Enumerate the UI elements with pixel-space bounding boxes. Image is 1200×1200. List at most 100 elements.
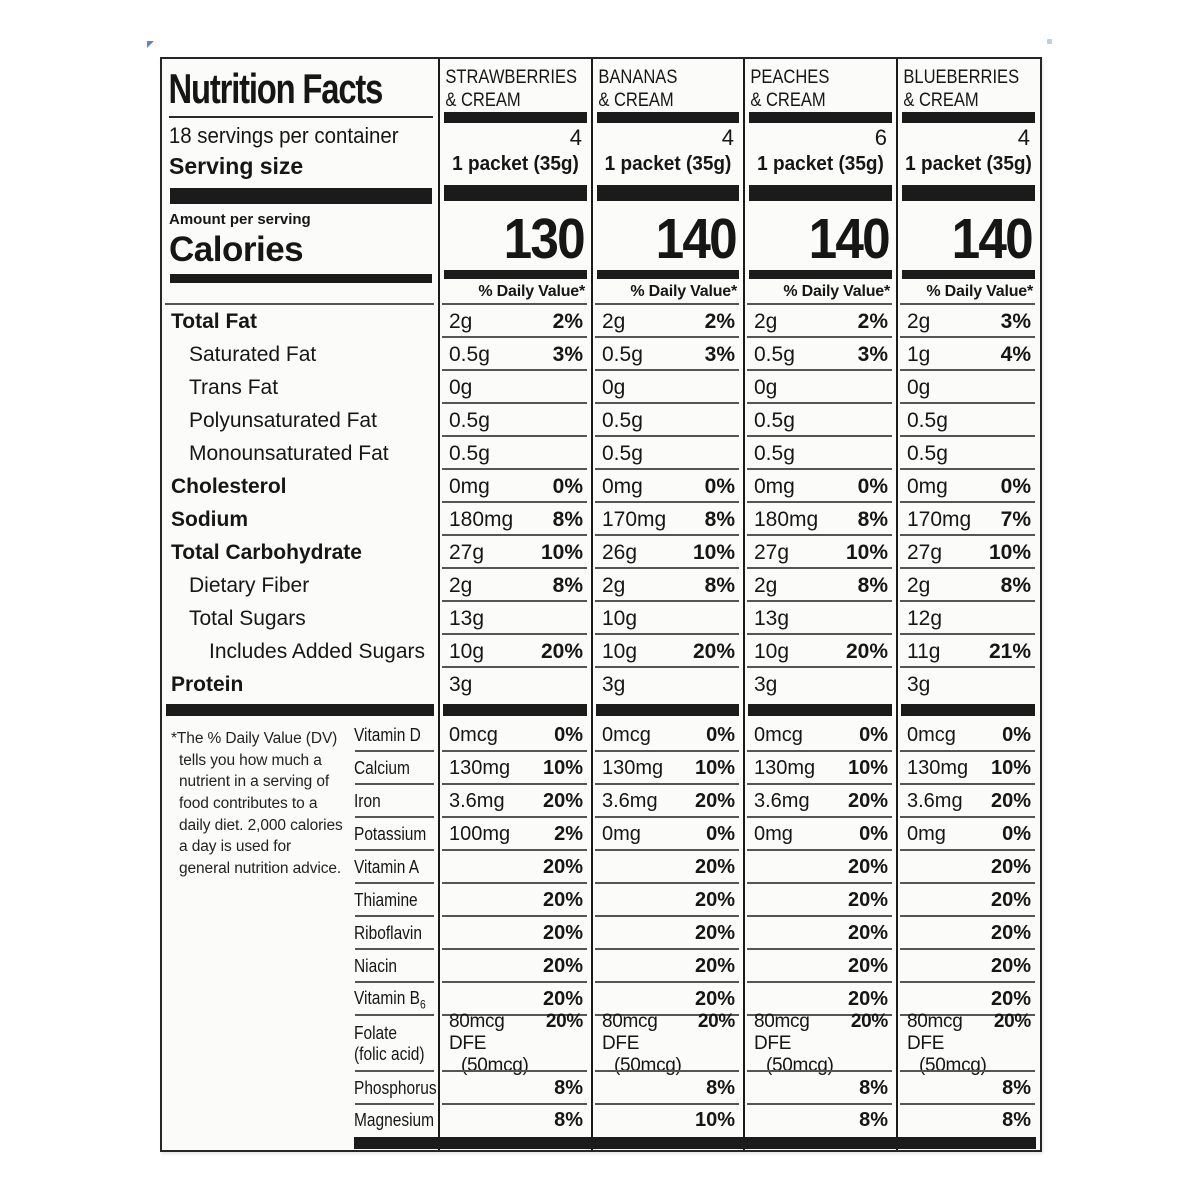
separator-bar [444, 185, 587, 201]
nutrient-value-cell: 3g [897, 668, 1040, 701]
micronutrient-name: Thiamine [354, 890, 418, 910]
hairline [747, 981, 892, 983]
micronutrient-label: Niacin [352, 950, 439, 983]
micronutrient-daily-value: 20% [990, 922, 1031, 944]
micronutrient-amount: 3.6mg [907, 790, 963, 812]
hairline [900, 402, 1035, 404]
nutrient-amount: 0.5g [907, 441, 948, 465]
hairline [442, 849, 587, 851]
hairline [442, 402, 587, 404]
column-divider [591, 59, 593, 1150]
micronutrient-daily-value: 20% [990, 955, 1031, 977]
nutrient-label: Total Fat [171, 309, 257, 333]
nutrient-daily-value: 8% [552, 507, 583, 531]
nutrient-value-cell: 0.5g [439, 437, 592, 470]
nutrient-daily-value: 8% [1000, 573, 1031, 597]
separator-bar [166, 704, 434, 716]
hairline [900, 435, 1035, 437]
hairline [747, 783, 892, 785]
separator-bar [596, 704, 739, 716]
hairline [747, 750, 892, 752]
hairline [747, 600, 892, 602]
hairline [747, 849, 892, 851]
nutrient-value-cell: 180mg 8% [439, 503, 592, 536]
micronutrient-amount: 0mcg [449, 724, 498, 746]
micronutrient-daily-value: 20% [694, 955, 735, 977]
hairline [900, 666, 1035, 668]
nutrient-daily-value: 2% [552, 309, 583, 333]
packet-count: 4 [1017, 125, 1030, 150]
hairline [595, 501, 739, 503]
micronutrient-amount: 80mcg DFE [754, 1011, 810, 1054]
micronutrient-daily-value: 20% [847, 922, 888, 944]
nutrient-value-cell: 170mg 7% [897, 503, 1040, 536]
nutrient-label: Sodium [171, 507, 248, 531]
nutrient-daily-value: 8% [857, 507, 888, 531]
nutrient-daily-value: 8% [704, 573, 735, 597]
nutrient-value-cell: 0.5g [744, 404, 897, 437]
calories-value: 140 [951, 206, 1034, 271]
hairline [355, 750, 434, 752]
hairline [595, 303, 739, 305]
product-name-line: BLUEBERRIES [903, 67, 1020, 88]
nutrient-value-cell: 2g 3% [897, 305, 1040, 338]
nutrient-value-cell: 3g [744, 668, 897, 701]
micronutrient-daily-value: 20% [990, 988, 1031, 1010]
micronutrient-label: Riboflavin [352, 917, 439, 950]
micronutrient-daily-value: 0% [554, 724, 583, 746]
micronutrient-daily-value: 8% [1002, 1077, 1031, 1099]
packet-count: 6 [874, 125, 887, 150]
nutrient-value-cell: 170mg 8% [592, 503, 744, 536]
product-name: PEACHES & CREAM [746, 63, 876, 111]
micronutrient-daily-value: 20% [990, 856, 1031, 878]
hairline [595, 666, 739, 668]
nutrient-amount: 0g [907, 375, 931, 399]
separator-cell [897, 701, 1040, 719]
micronutrient-daily-value: 20% [847, 955, 888, 977]
separator-bar [902, 112, 1035, 123]
hairline [442, 1014, 587, 1016]
hairline [355, 783, 434, 785]
micronutrient-daily-value: 20% [694, 922, 735, 944]
micronutrient-value-cell: 3.6mg 20% [744, 785, 897, 818]
micronutrient-label-text: Riboflavin [354, 923, 422, 944]
hairline [900, 816, 1035, 818]
hairline [442, 633, 587, 635]
nutrient-amount: 13g [754, 606, 790, 630]
separator-bar [444, 112, 587, 123]
nutrient-daily-value: 10% [845, 540, 888, 564]
micronutrient-daily-value: 20% [990, 790, 1031, 812]
micronutrient-amount: 3.6mg [602, 790, 658, 812]
micronutrient-value-cell: 20% [744, 917, 897, 950]
nutrient-amount: 2g [907, 309, 931, 333]
product-name: STRAWBERRIES & CREAM [441, 63, 577, 111]
micronutrient-value-cell: 20% [592, 983, 744, 1016]
hairline [442, 882, 587, 884]
nutrient-value-cell: 3g [439, 668, 592, 701]
nutrient-amount: 10g [754, 639, 790, 663]
product-name-line: BANANAS [598, 67, 678, 88]
micronutrient-value-cell: 8% [744, 1105, 897, 1135]
hairline [355, 882, 434, 884]
micronutrient-label-text: Vitamin B6 [354, 988, 426, 1012]
separator-bar [749, 270, 892, 279]
hairline [595, 750, 739, 752]
hairline [900, 981, 1035, 983]
calories-label: Calories [169, 230, 304, 269]
hairline [900, 783, 1035, 785]
nutrient-amount: 27g [907, 540, 943, 564]
micronutrient-label: Vitamin A [352, 851, 439, 884]
micronutrient-label: Vitamin B6 [352, 983, 439, 1016]
micronutrient-daily-value: 0% [706, 724, 735, 746]
hairline [442, 1103, 587, 1105]
micronutrient-name: Riboflavin [354, 923, 422, 943]
hairline [442, 600, 587, 602]
nutrient-daily-value: 20% [845, 639, 888, 663]
separator-bar [597, 112, 739, 123]
micronutrient-value-cell: 8% [439, 1072, 592, 1105]
hairline [747, 336, 892, 338]
hairline [442, 567, 587, 569]
nutrient-value-cell: 0mg 0% [897, 470, 1040, 503]
micronutrient-value-cell: 20% [897, 851, 1040, 884]
calories-value-wrap: 140 [746, 201, 895, 268]
